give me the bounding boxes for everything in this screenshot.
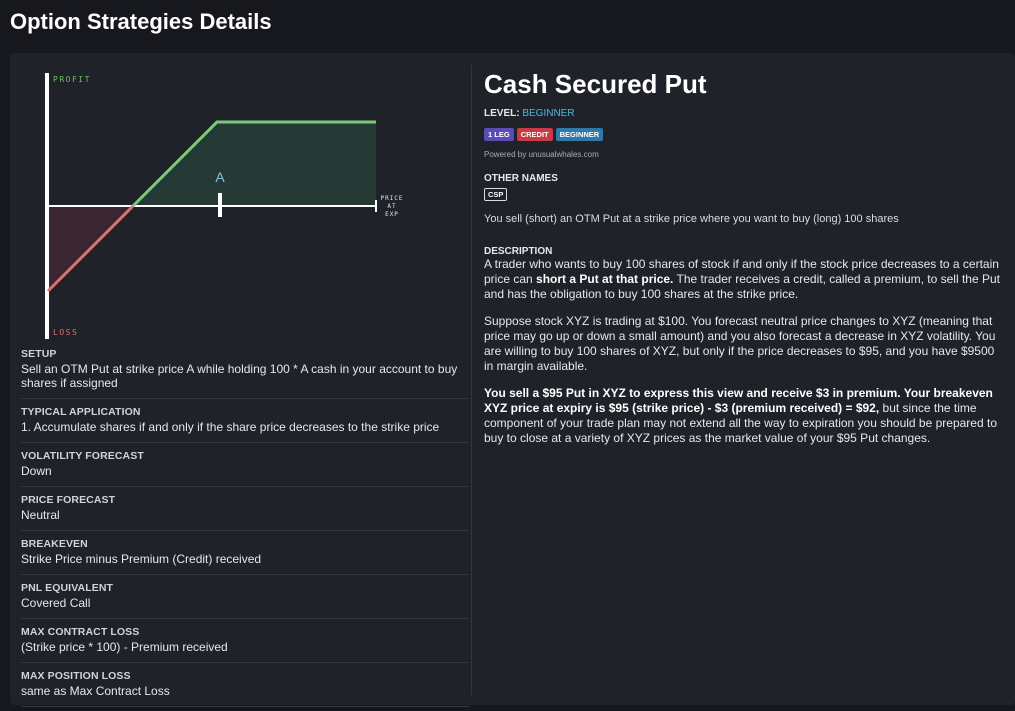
left-column: A PROFIT LOSS PRICE AT EXP SETUP Sell an…	[21, 65, 469, 707]
badge-level: BEGINNER	[555, 128, 604, 141]
right-column: Cash Secured Put LEVEL: BEGINNER 1 LEG C…	[484, 65, 1000, 446]
description-body: A trader who wants to buy 100 shares of …	[484, 257, 1000, 446]
p1-text-bold: short a Put at that price.	[536, 272, 674, 286]
axis-label-at: AT	[387, 203, 396, 210]
description-label: DESCRIPTION	[484, 246, 553, 257]
powered-by: Powered by unusualwhales.com	[484, 150, 599, 159]
volatility-forecast-section: VOLATILITY FORECAST Down	[21, 443, 469, 487]
price-forecast-label: PRICE FORECAST	[21, 494, 116, 506]
strategy-summary: You sell (short) an OTM Put at a strike …	[484, 213, 899, 225]
p3-text-bold: You sell a $95 Put in XYZ to express thi…	[484, 386, 993, 415]
breakeven-label: BREAKEVEN	[21, 538, 88, 550]
strategy-attributes: SETUP Sell an OTM Put at strike price A …	[21, 347, 469, 707]
level-value: BEGINNER	[522, 108, 575, 119]
badge-credit: CREDIT	[516, 128, 553, 141]
level-label: LEVEL:	[484, 108, 520, 119]
other-names-label: OTHER NAMES	[484, 173, 558, 184]
badge-row: 1 LEG CREDIT BEGINNER	[484, 128, 1000, 141]
price-forecast-text: Neutral	[21, 508, 60, 522]
description-paragraph-2: Suppose stock XYZ is trading at $100. Yo…	[484, 314, 996, 373]
page-title: Option Strategies Details	[10, 9, 272, 34]
p1-text-a: A trader who wants to buy 100 shares of …	[484, 257, 999, 286]
max-position-loss-text: same as Max Contract Loss	[21, 684, 170, 698]
strategy-title: Cash Secured Put	[484, 69, 707, 99]
typical-application-text: 1. Accumulate shares if and only if the …	[21, 420, 440, 434]
pnl-equivalent-text: Covered Call	[21, 596, 91, 610]
profit-label: PROFIT	[53, 75, 91, 84]
p3-text-b: but since the time component of your tra…	[484, 401, 997, 445]
axis-label-exp: EXP	[385, 211, 399, 218]
p1-text-c: The trader receives a credit, called a p…	[484, 272, 1000, 301]
column-divider	[471, 65, 472, 695]
profit-area	[133, 122, 376, 206]
description-paragraph-3: You sell a $95 Put in XYZ to express thi…	[484, 386, 1000, 446]
max-position-loss-section: MAX POSITION LOSS same as Max Contract L…	[21, 663, 469, 707]
other-name-tag: CSP	[484, 188, 508, 201]
loss-label: LOSS	[53, 328, 78, 337]
strategy-panel: A PROFIT LOSS PRICE AT EXP SETUP Sell an…	[10, 53, 1015, 707]
payoff-diagram: A PROFIT LOSS PRICE AT EXP	[21, 65, 469, 345]
profit-line	[131, 120, 376, 208]
typical-application-section: TYPICAL APPLICATION 1. Accumulate shares…	[21, 399, 469, 443]
description-paragraph-1: A trader who wants to buy 100 shares of …	[484, 257, 1000, 302]
pnl-equivalent-label: PNL EQUIVALENT	[21, 582, 114, 594]
axis-label-price: PRICE	[380, 195, 403, 202]
max-contract-loss-section: MAX CONTRACT LOSS (Strike price * 100) -…	[21, 619, 469, 663]
volatility-forecast-text: Down	[21, 464, 52, 478]
setup-label: SETUP	[21, 348, 57, 360]
max-contract-loss-text: (Strike price * 100) - Premium received	[21, 640, 228, 654]
level-row: LEVEL: BEGINNER	[484, 108, 1000, 119]
volatility-forecast-label: VOLATILITY FORECAST	[21, 450, 144, 462]
max-position-loss-label: MAX POSITION LOSS	[21, 670, 131, 682]
pnl-equivalent-section: PNL EQUIVALENT Covered Call	[21, 575, 469, 619]
typical-application-label: TYPICAL APPLICATION	[21, 406, 141, 418]
setup-text: Sell an OTM Put at strike price A while …	[21, 362, 458, 390]
setup-section: SETUP Sell an OTM Put at strike price A …	[21, 347, 469, 399]
strike-marker	[218, 193, 222, 217]
max-contract-loss-label: MAX CONTRACT LOSS	[21, 626, 140, 638]
breakeven-section: BREAKEVEN Strike Price minus Premium (Cr…	[21, 531, 469, 575]
badge-legs: 1 LEG	[484, 128, 514, 141]
loss-line	[46, 204, 135, 293]
price-forecast-section: PRICE FORECAST Neutral	[21, 487, 469, 531]
breakeven-text: Strike Price minus Premium (Credit) rece…	[21, 552, 262, 566]
strike-label: A	[215, 169, 225, 185]
